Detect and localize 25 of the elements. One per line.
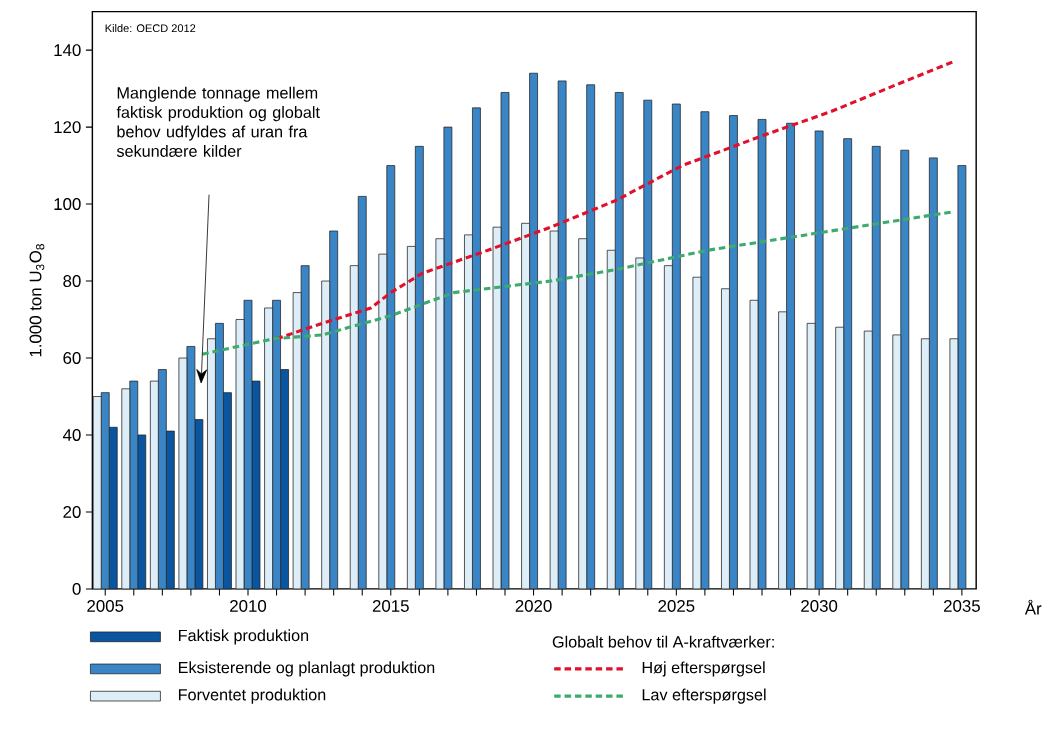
annotation: Kilde: OECD 2012 xyxy=(105,23,196,33)
x-tick-label: 2015 xyxy=(372,599,409,612)
x-tick-label: 2020 xyxy=(515,599,552,612)
x-tick-label: 2005 xyxy=(87,599,124,612)
legend-label: Høj efterspørgsel xyxy=(642,661,765,677)
y-tick-label: 120 xyxy=(54,121,81,134)
y-axis-title: 1.000 ton U$_{3}$O$_{8}$ xyxy=(29,244,45,357)
y-tick-label: 0 xyxy=(72,582,81,595)
x-axis-title: År xyxy=(1024,599,1042,615)
legend-label: Faktisk produktion xyxy=(178,629,309,645)
x-tick-label: 2025 xyxy=(658,599,695,612)
legend-label: Eksisterende og planlagt produktion xyxy=(178,661,435,677)
x-tick-label: 2035 xyxy=(944,599,980,612)
legend-label: Forventet produktion xyxy=(178,688,326,704)
legend-title: Globalt behov til A-kraftværker: xyxy=(552,635,774,648)
annotation: Manglende tonnage mellem faktisk produktion og globalt behov udfyldes af uran fra sekundære kilder xyxy=(116,86,320,157)
y-tick-label: 40 xyxy=(62,428,81,441)
y-tick-label: 80 xyxy=(63,275,81,287)
legend-label: Lav efterspørgsel xyxy=(642,688,766,704)
y-tick-label: 60 xyxy=(63,352,81,364)
x-tick-label: 2010 xyxy=(230,599,267,612)
x-tick-label: 2030 xyxy=(801,599,838,612)
y-tick-label: 100 xyxy=(54,198,81,211)
y-tick-label: 20 xyxy=(63,505,81,518)
y-tick-label: 140 xyxy=(54,44,81,57)
